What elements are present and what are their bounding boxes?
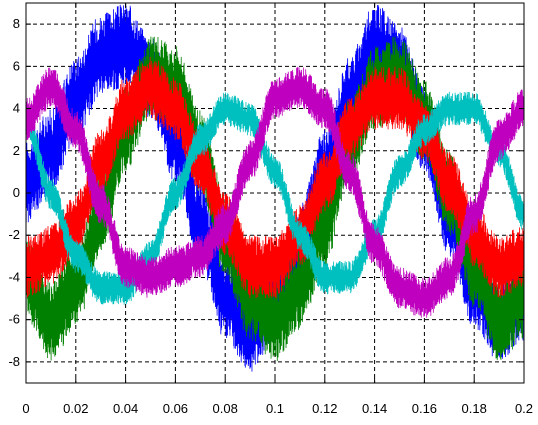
y-tick-label: -4 bbox=[8, 269, 20, 284]
x-tick-label: 0 bbox=[22, 401, 29, 416]
x-tick-label: 0.12 bbox=[312, 401, 337, 416]
series-line bbox=[26, 91, 524, 305]
x-tick-label: 0.16 bbox=[412, 401, 437, 416]
x-tick-label: 0.04 bbox=[113, 401, 138, 416]
x-tick-label: 0.08 bbox=[213, 401, 238, 416]
x-tick-label: 0.06 bbox=[163, 401, 188, 416]
y-tick-label: 6 bbox=[13, 58, 20, 73]
x-tick-label: 0.02 bbox=[63, 401, 88, 416]
y-tick-label: -2 bbox=[8, 227, 20, 242]
y-tick-label: 8 bbox=[13, 16, 20, 31]
ticks bbox=[25, 3, 525, 383]
series-group bbox=[26, 4, 524, 372]
x-tick-label: 0.2 bbox=[515, 401, 533, 416]
x-tick-label: 0.1 bbox=[266, 401, 284, 416]
y-tick-label: -8 bbox=[8, 354, 20, 369]
x-tick-label: 0.18 bbox=[462, 401, 487, 416]
x-tick-label: 0.14 bbox=[362, 401, 387, 416]
y-tick-label: -6 bbox=[8, 312, 20, 327]
y-tick-label: 4 bbox=[13, 101, 20, 116]
y-tick-label: 0 bbox=[13, 185, 20, 200]
tick-labels: 0 0.02 0.04 0.06 0.08 0.1 0.12 0.14 0.16 0.18 0.2 -… bbox=[8, 16, 533, 416]
series-line bbox=[26, 66, 524, 318]
series-line bbox=[26, 57, 524, 299]
y-tick-label: 2 bbox=[13, 143, 20, 158]
